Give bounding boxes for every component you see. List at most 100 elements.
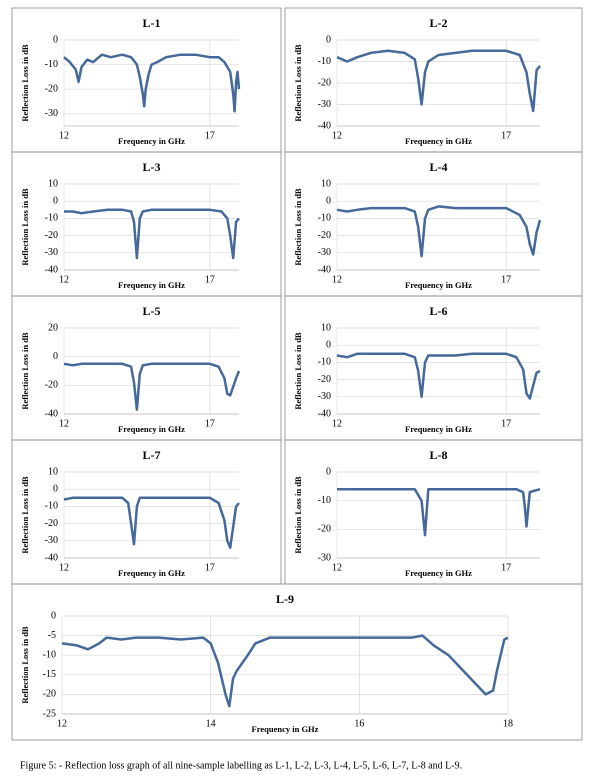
y-tick-label: 0 bbox=[326, 195, 331, 206]
x-tick-label: 16 bbox=[354, 718, 364, 729]
y-tick-label: 0 bbox=[326, 339, 331, 350]
x-tick-label: 17 bbox=[501, 274, 511, 285]
x-tick-label: 14 bbox=[206, 718, 216, 729]
y-tick-label: -30 bbox=[45, 535, 58, 546]
x-tick-label: 12 bbox=[332, 130, 342, 141]
y-tick-label: -40 bbox=[318, 408, 331, 419]
y-tick-label: -40 bbox=[45, 264, 58, 275]
y-tick-label: -20 bbox=[318, 77, 331, 88]
chart-title: L-1 bbox=[143, 16, 161, 30]
y-axis-label: Reflection Loss in dB bbox=[293, 188, 303, 266]
y-tick-label: -20 bbox=[318, 230, 331, 241]
caption: Figure 5: - Reflection loss graph of all… bbox=[20, 760, 462, 771]
x-tick-label: 17 bbox=[205, 418, 215, 429]
x-axis-label: Frequency in GHz bbox=[118, 136, 185, 146]
x-axis-label: Frequency in GHz bbox=[405, 136, 472, 146]
y-tick-label: -5 bbox=[48, 630, 56, 641]
y-tick-label: -20 bbox=[45, 83, 58, 94]
y-tick-label: -40 bbox=[318, 264, 331, 275]
cell-border bbox=[11, 583, 583, 741]
y-tick-label: -20 bbox=[45, 518, 58, 529]
y-tick-label: 0 bbox=[326, 34, 331, 45]
y-tick-label: -20 bbox=[43, 689, 56, 700]
y-tick-label: -10 bbox=[45, 501, 58, 512]
y-tick-label: -20 bbox=[318, 524, 331, 535]
y-tick-label: 0 bbox=[53, 195, 58, 206]
chart-title: L-4 bbox=[430, 160, 448, 174]
y-tick-label: -10 bbox=[318, 357, 331, 368]
y-tick-label: -40 bbox=[318, 120, 331, 131]
y-tick-label: 10 bbox=[321, 178, 331, 189]
x-tick-label: 12 bbox=[59, 562, 69, 573]
x-tick-label: 12 bbox=[332, 562, 342, 573]
y-tick-label: 10 bbox=[48, 178, 58, 189]
x-axis-label: Frequency in GHz bbox=[118, 280, 185, 290]
data-line bbox=[336, 49, 541, 113]
x-axis-label: Frequency in GHz bbox=[118, 424, 185, 434]
x-tick-label: 17 bbox=[501, 418, 511, 429]
chart-title: L-9 bbox=[276, 592, 294, 606]
x-axis-label: Frequency in GHz bbox=[118, 568, 185, 578]
chart-title: L-2 bbox=[430, 16, 448, 30]
y-tick-label: -15 bbox=[43, 669, 56, 680]
y-axis-label: Reflection Loss in dB bbox=[20, 476, 30, 554]
y-tick-label: -30 bbox=[318, 247, 331, 258]
y-tick-label: 10 bbox=[321, 322, 331, 333]
x-tick-label: 17 bbox=[501, 562, 511, 573]
y-tick-label: 20 bbox=[48, 322, 58, 333]
y-axis-label: Reflection Loss in dB bbox=[20, 188, 30, 266]
y-tick-label: -10 bbox=[318, 213, 331, 224]
y-axis-label: Reflection Loss in dB bbox=[293, 332, 303, 410]
y-tick-label: -30 bbox=[318, 552, 331, 563]
x-tick-label: 17 bbox=[205, 562, 215, 573]
y-tick-label: -20 bbox=[45, 230, 58, 241]
y-tick-label: 0 bbox=[53, 351, 58, 362]
x-tick-label: 17 bbox=[205, 274, 215, 285]
y-tick-label: 0 bbox=[53, 483, 58, 494]
x-tick-label: 17 bbox=[501, 130, 511, 141]
y-tick-label: -30 bbox=[45, 108, 58, 119]
chart-title: L-3 bbox=[143, 160, 161, 174]
chart-title: L-6 bbox=[430, 304, 448, 318]
y-tick-label: -30 bbox=[318, 99, 331, 110]
x-axis-label: Frequency in GHz bbox=[405, 424, 472, 434]
y-tick-label: -10 bbox=[318, 495, 331, 506]
data-line bbox=[336, 205, 542, 258]
y-tick-label: -25 bbox=[43, 708, 56, 719]
y-tick-label: -20 bbox=[45, 380, 58, 391]
y-axis-label: Reflection Loss in dB bbox=[20, 332, 30, 410]
y-axis-label: Reflection Loss in dB bbox=[20, 44, 30, 122]
y-tick-label: 0 bbox=[51, 610, 56, 621]
x-tick-label: 17 bbox=[205, 130, 215, 141]
y-tick-label: -10 bbox=[45, 213, 58, 224]
chart-title: L-5 bbox=[143, 304, 161, 318]
x-axis-label: Frequency in GHz bbox=[405, 568, 472, 578]
y-tick-label: 0 bbox=[326, 466, 331, 477]
data-line bbox=[336, 352, 541, 400]
y-tick-label: -10 bbox=[318, 56, 331, 67]
x-tick-label: 12 bbox=[332, 418, 342, 429]
data-line bbox=[63, 362, 241, 411]
x-tick-label: 18 bbox=[503, 718, 513, 729]
x-tick-label: 12 bbox=[59, 130, 69, 141]
chart-title: L-8 bbox=[430, 448, 448, 462]
y-tick-label: -10 bbox=[43, 649, 56, 660]
y-tick-label: 0 bbox=[53, 34, 58, 45]
x-axis-label: Frequency in GHz bbox=[405, 280, 472, 290]
x-tick-label: 12 bbox=[59, 418, 69, 429]
y-axis-label: Reflection Loss in dB bbox=[293, 476, 303, 554]
x-axis-label: Frequency in GHz bbox=[252, 724, 319, 734]
y-tick-label: -30 bbox=[45, 247, 58, 258]
data-line bbox=[337, 487, 541, 537]
data-line bbox=[61, 634, 509, 708]
y-tick-label: -10 bbox=[45, 59, 58, 70]
y-tick-label: -40 bbox=[45, 408, 58, 419]
y-axis-label: Reflection Loss in dB bbox=[293, 44, 303, 122]
y-tick-label: -30 bbox=[318, 391, 331, 402]
y-tick-label: -20 bbox=[318, 374, 331, 385]
chart-title: L-7 bbox=[143, 448, 161, 462]
x-tick-label: 12 bbox=[332, 274, 342, 285]
y-axis-label: Reflection Loss in dB bbox=[20, 626, 30, 704]
